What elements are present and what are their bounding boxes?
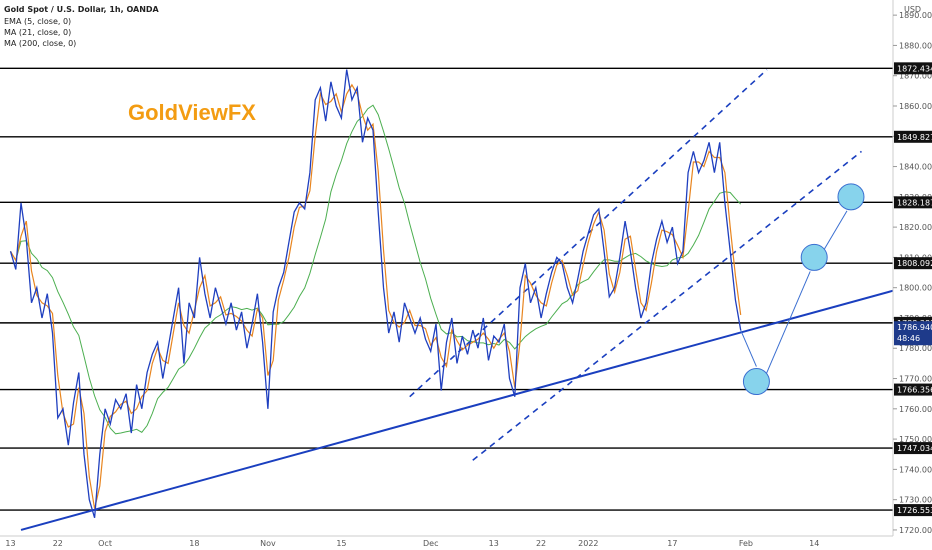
projection-circle — [742, 368, 770, 396]
x-tick-label: 14 — [809, 539, 819, 548]
price-line — [9, 69, 742, 518]
x-tick-label: Oct — [98, 539, 112, 548]
x-tick-label: 22 — [53, 539, 63, 548]
current-price-label: 1786.940 — [897, 323, 932, 332]
x-tick-label: Nov — [260, 539, 276, 548]
currency-label: USD — [904, 5, 921, 14]
level-tag-bg — [894, 62, 932, 75]
y-tick-label: 1770.000 — [899, 375, 932, 384]
y-tick-label: 1780.000 — [899, 344, 932, 353]
x-axis: 13 22 Oct 18 Nov 15 Dec 13 22 2022 17 Feb 14 — [0, 535, 893, 548]
x-tick-label: 15 — [336, 539, 346, 548]
y-tick-label: 1730.000 — [899, 496, 932, 505]
level-tag-label: 1828.187 — [897, 198, 932, 207]
level-tag-bg — [894, 130, 932, 143]
level-tag-label: 1766.356 — [897, 386, 932, 395]
projection-markers — [740, 183, 865, 396]
x-tick-label: 18 — [189, 539, 199, 548]
y-tick-label: 1740.000 — [899, 465, 932, 474]
watermark-text: GoldViewFX — [128, 100, 256, 125]
horizontal-levels — [0, 67, 893, 511]
level-tag-bg — [894, 504, 932, 517]
trendlines — [20, 69, 894, 531]
y-tick-label: 1870.000 — [899, 72, 932, 81]
legend-ma200: MA (200, close, 0) — [4, 39, 76, 48]
y-tick-label: 1720.000 — [899, 526, 932, 535]
y-tick-label: 1880.000 — [899, 41, 932, 50]
projection-arrow — [740, 329, 757, 367]
channel-lower-line — [472, 150, 862, 461]
level-tag-label: 1747.034 — [897, 444, 932, 453]
level-tag-bg — [894, 257, 932, 270]
support-trendline — [20, 289, 894, 531]
level-tag-label: 1872.434 — [897, 64, 932, 73]
ema-line — [9, 83, 742, 509]
legend: Gold Spot / U.S. Dollar, 1h, OANDA EMA (… — [4, 5, 921, 125]
level-tag-bg — [894, 196, 932, 209]
legend-ema: EMA (5, close, 0) — [4, 17, 71, 26]
legend-ma21: MA (21, close, 0) — [4, 28, 71, 37]
price-series — [9, 69, 742, 518]
current-price-tag — [894, 321, 932, 346]
projection-arrow — [823, 210, 848, 250]
x-tick-label: 13 — [489, 539, 499, 548]
y-tick-label: 1760.000 — [899, 405, 932, 414]
x-tick-label: 13 — [5, 539, 15, 548]
y-tick-label: 1860.000 — [899, 102, 932, 111]
y-tick-label: 1800.000 — [899, 284, 932, 293]
level-tag-label: 1726.553 — [897, 506, 932, 515]
x-tick-label: Dec — [423, 539, 438, 548]
x-tick-label: 2022 — [578, 539, 598, 548]
level-tag-bg — [894, 383, 932, 396]
projection-circle — [837, 183, 865, 211]
x-tick-label: 22 — [536, 539, 546, 548]
projection-arrow — [765, 271, 811, 374]
countdown-label: 48:46 — [897, 334, 920, 343]
y-axis: 1720.000 1730.000 1740.000 1750.000 1760.000… — [892, 0, 932, 536]
level-tag-label: 1808.092 — [897, 259, 932, 268]
projection-circle — [800, 243, 828, 271]
y-tick-label: 1890.000 — [899, 11, 932, 20]
x-tick-label: Feb — [739, 539, 753, 548]
x-tick-label: 17 — [667, 539, 677, 548]
chart-title: Gold Spot / U.S. Dollar, 1h, OANDA — [4, 5, 160, 14]
level-tag-bg — [894, 442, 932, 455]
y-tick-label: 1840.000 — [899, 163, 932, 172]
y-tick-label: 1750.000 — [899, 435, 932, 444]
y-tick-label: 1820.000 — [899, 223, 932, 232]
ma200-line — [10, 104, 742, 435]
level-tag-label: 1849.827 — [897, 133, 932, 142]
